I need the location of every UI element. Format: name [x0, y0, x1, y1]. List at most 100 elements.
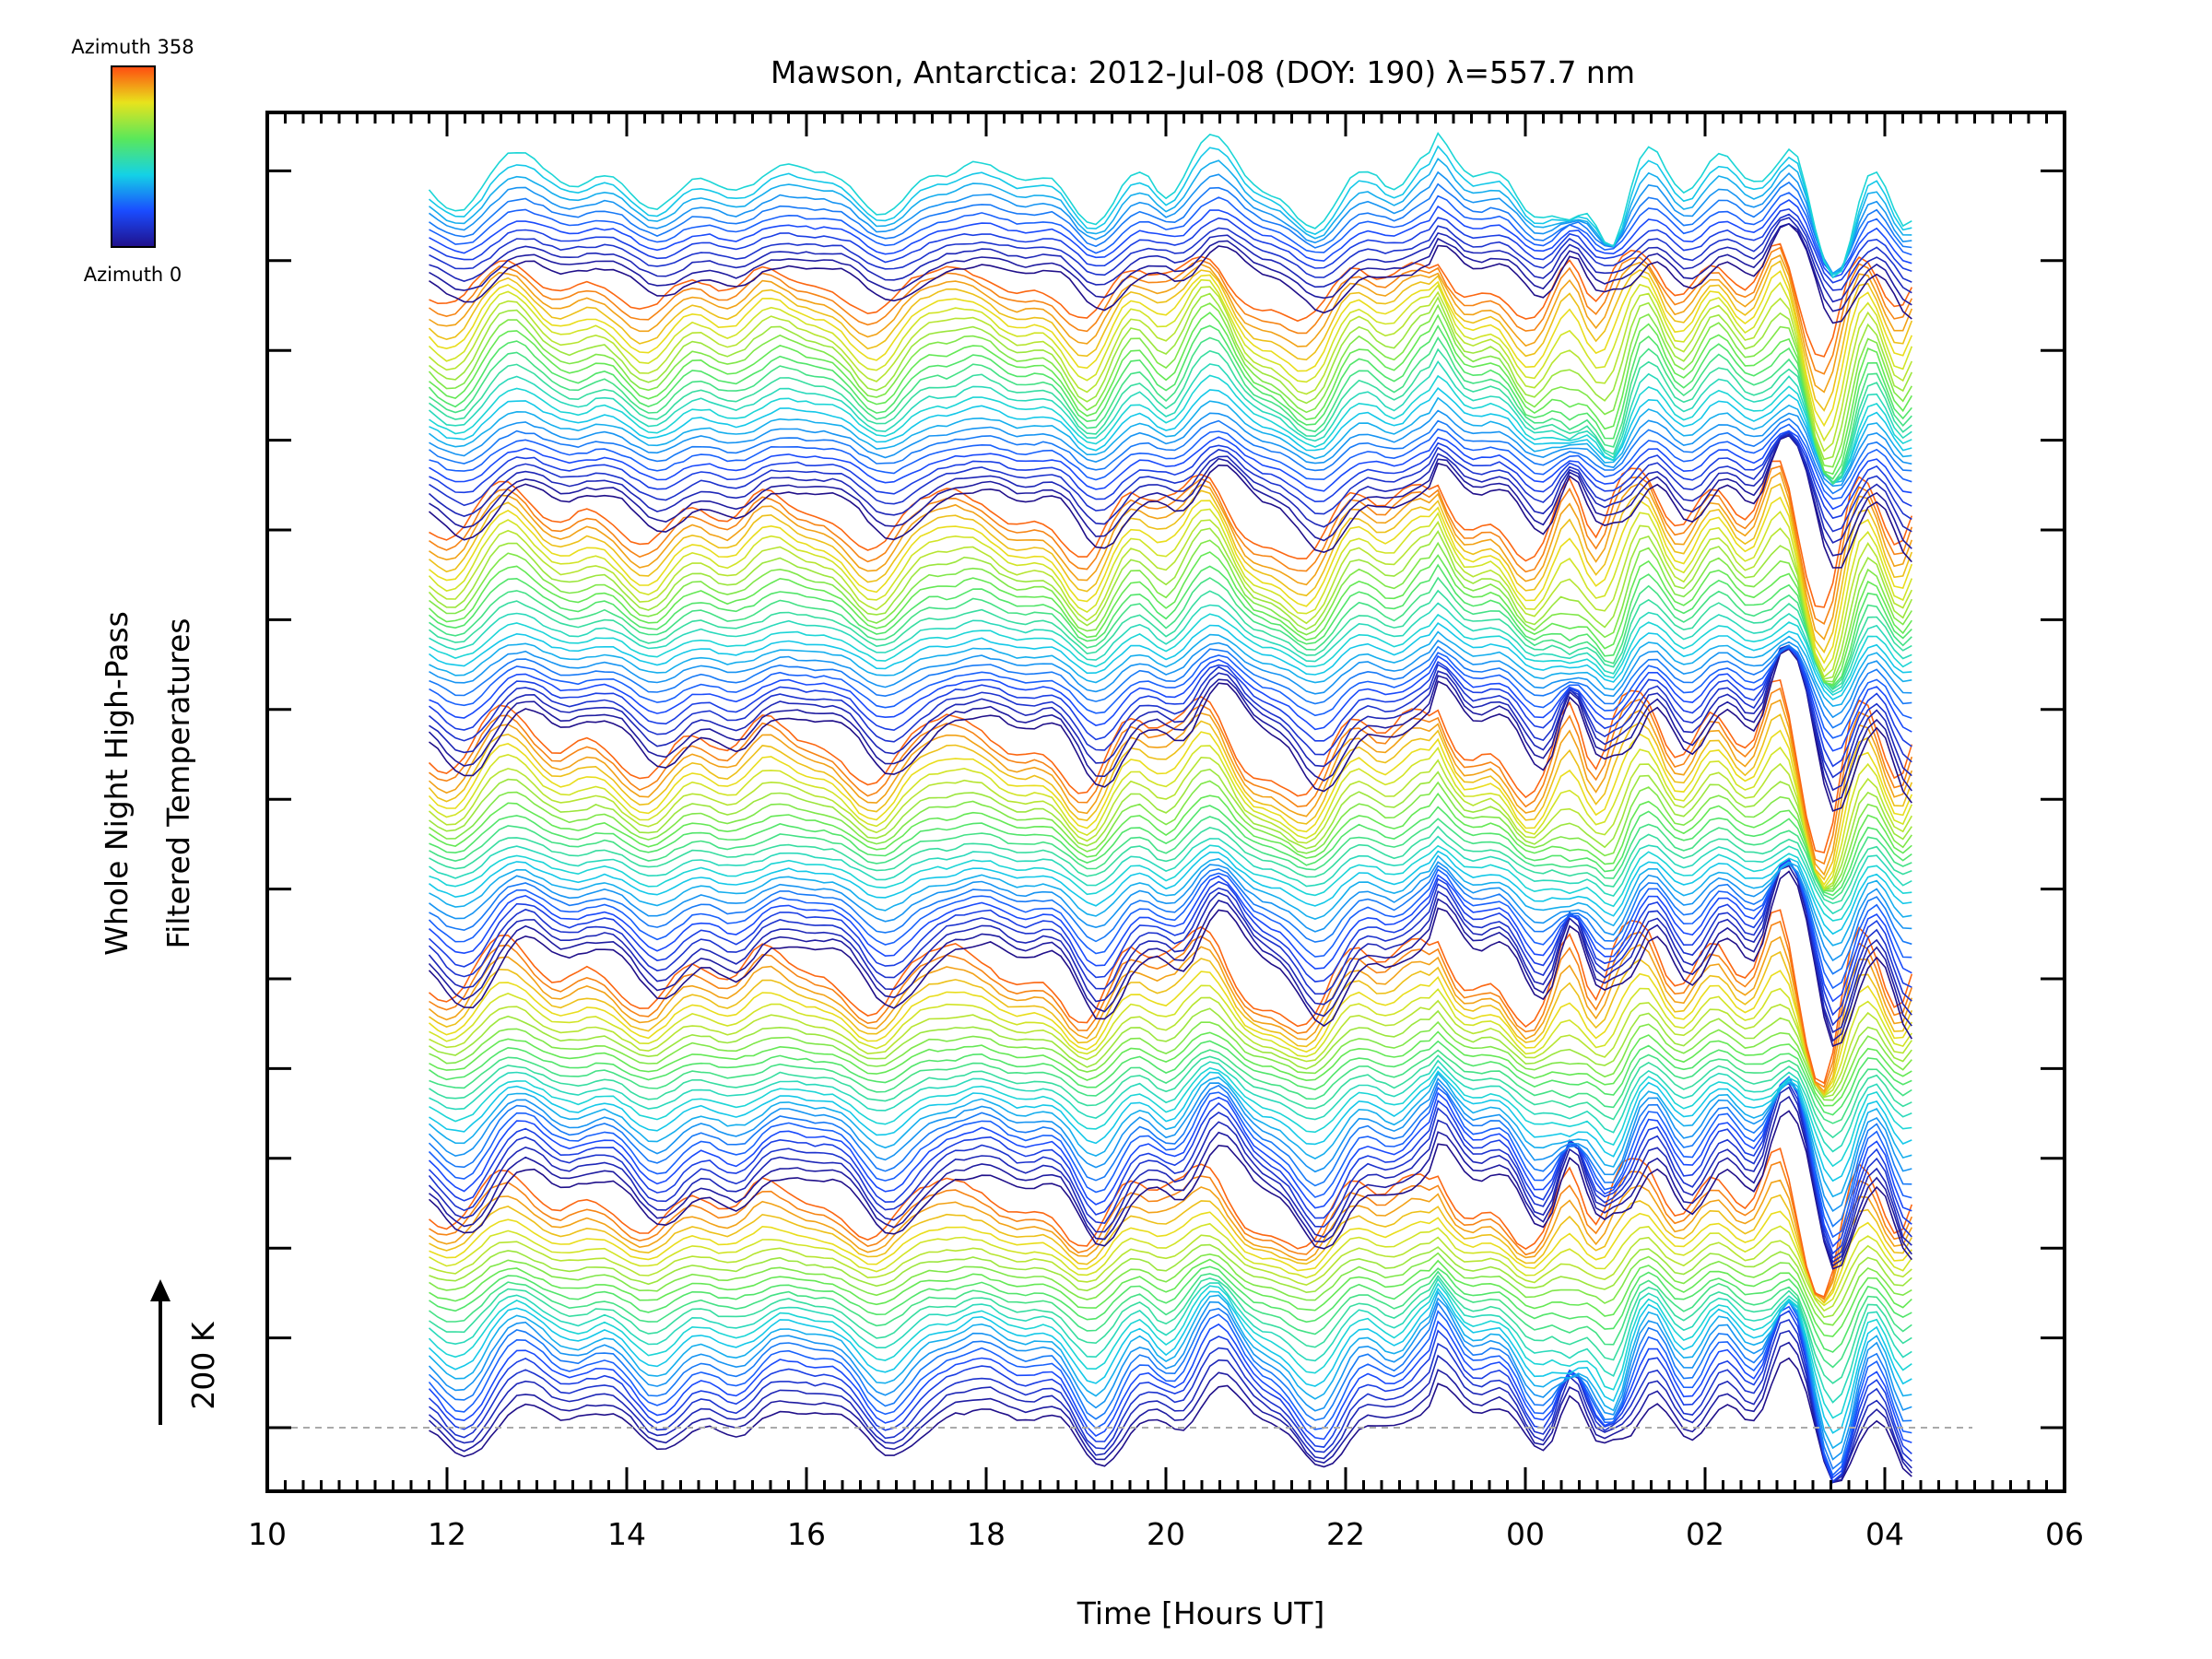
series-line — [428, 1305, 1912, 1479]
series-line — [428, 756, 1912, 890]
series-line — [429, 647, 1912, 752]
series-line — [429, 1275, 1912, 1384]
series-line — [429, 1179, 1913, 1301]
series-line — [428, 909, 1913, 1085]
series-line — [428, 699, 1913, 877]
series-line — [429, 1059, 1912, 1153]
axis-ticks — [265, 112, 2066, 1491]
series-line — [429, 396, 1912, 484]
colorbar-bottom-label: Azimuth 0 — [84, 264, 182, 286]
series-line — [428, 862, 1912, 990]
series-line — [428, 1310, 1912, 1483]
series-line — [429, 213, 1912, 291]
series-line — [429, 171, 1912, 275]
series-line — [429, 1357, 1912, 1484]
series-line — [429, 854, 1912, 947]
series-line — [428, 1077, 1912, 1239]
series-line — [429, 1030, 1912, 1107]
series-line — [428, 270, 1913, 428]
y-axis-label-line2: Filtered Temperatures — [160, 618, 196, 949]
series-line — [428, 1329, 1912, 1484]
series-line — [429, 429, 1912, 511]
colorbar — [111, 65, 156, 248]
series-line — [429, 253, 1913, 394]
series-line — [428, 858, 1912, 1034]
series-line — [428, 1298, 1912, 1470]
x-tick-labels: 10 12 14 16 18 20 22 00 02 04 06 — [248, 1516, 2084, 1552]
series-line — [429, 861, 1912, 975]
series-line — [428, 324, 1912, 480]
scale-label: 200 K — [185, 1321, 221, 1409]
series-line — [428, 1147, 1913, 1299]
series-line — [429, 602, 1912, 694]
series-line — [428, 563, 1912, 688]
series-line — [429, 431, 1912, 533]
series-group — [428, 132, 1913, 1484]
series-line — [429, 644, 1912, 768]
series-line — [429, 1054, 1912, 1139]
series-line — [429, 644, 1912, 792]
series-line — [429, 208, 1912, 284]
series-line — [429, 622, 1912, 700]
series-line — [428, 302, 1912, 468]
series-line — [429, 222, 1912, 312]
series-line — [429, 835, 1912, 915]
series-line — [429, 648, 1912, 812]
series-line — [429, 387, 1912, 485]
series-line — [428, 1077, 1912, 1213]
series-line — [428, 713, 1913, 881]
series-line — [429, 792, 1912, 892]
series-line — [428, 935, 1913, 1093]
series-line — [428, 433, 1912, 544]
series-line — [429, 1270, 1912, 1369]
y-axis-label-line1: Whole Night High-Pass — [99, 611, 135, 956]
series-line — [428, 1300, 1912, 1477]
series-line — [428, 865, 1912, 1042]
series-line — [429, 409, 1912, 488]
series-line — [429, 192, 1912, 276]
series-line — [428, 745, 1913, 889]
series-line — [429, 199, 1912, 278]
series-line — [428, 645, 1912, 804]
series-line — [428, 1072, 1912, 1198]
series-line — [429, 984, 1912, 1097]
series-line — [428, 1082, 1912, 1260]
series-line — [428, 508, 1913, 673]
series-line — [429, 1222, 1912, 1307]
series-line — [429, 816, 1912, 900]
series-line — [428, 858, 1912, 1027]
series-line — [429, 1265, 1912, 1353]
series-line — [429, 844, 1912, 922]
series-line — [429, 639, 1912, 719]
series-line — [428, 645, 1912, 779]
series-line — [429, 374, 1912, 484]
series-line — [429, 1194, 1912, 1303]
series-line — [428, 1110, 1912, 1270]
series-line — [428, 278, 1913, 442]
series-line — [429, 613, 1912, 696]
series-line — [428, 729, 1913, 887]
series-line — [428, 859, 1912, 1017]
series-line — [428, 132, 1912, 279]
series-line — [429, 539, 1912, 683]
series-line — [428, 1077, 1912, 1228]
series-line — [429, 423, 1912, 500]
series-line — [428, 145, 1912, 276]
series-line — [429, 430, 1912, 520]
series-line — [429, 1210, 1912, 1305]
series-line — [429, 1319, 1912, 1483]
series-line — [429, 1007, 1912, 1099]
series-line — [429, 246, 1913, 375]
series-line — [428, 434, 1912, 569]
series-line — [428, 589, 1912, 690]
series-line — [428, 1277, 1912, 1404]
series-line — [428, 551, 1912, 686]
series-line — [428, 1297, 1912, 1461]
series-line — [429, 645, 1912, 739]
x-tick-label: 12 — [428, 1516, 466, 1552]
series-line — [429, 768, 1912, 891]
series-line — [428, 859, 1912, 1003]
series-line — [429, 158, 1912, 276]
series-line — [429, 805, 1912, 897]
series-line — [429, 1020, 1912, 1101]
